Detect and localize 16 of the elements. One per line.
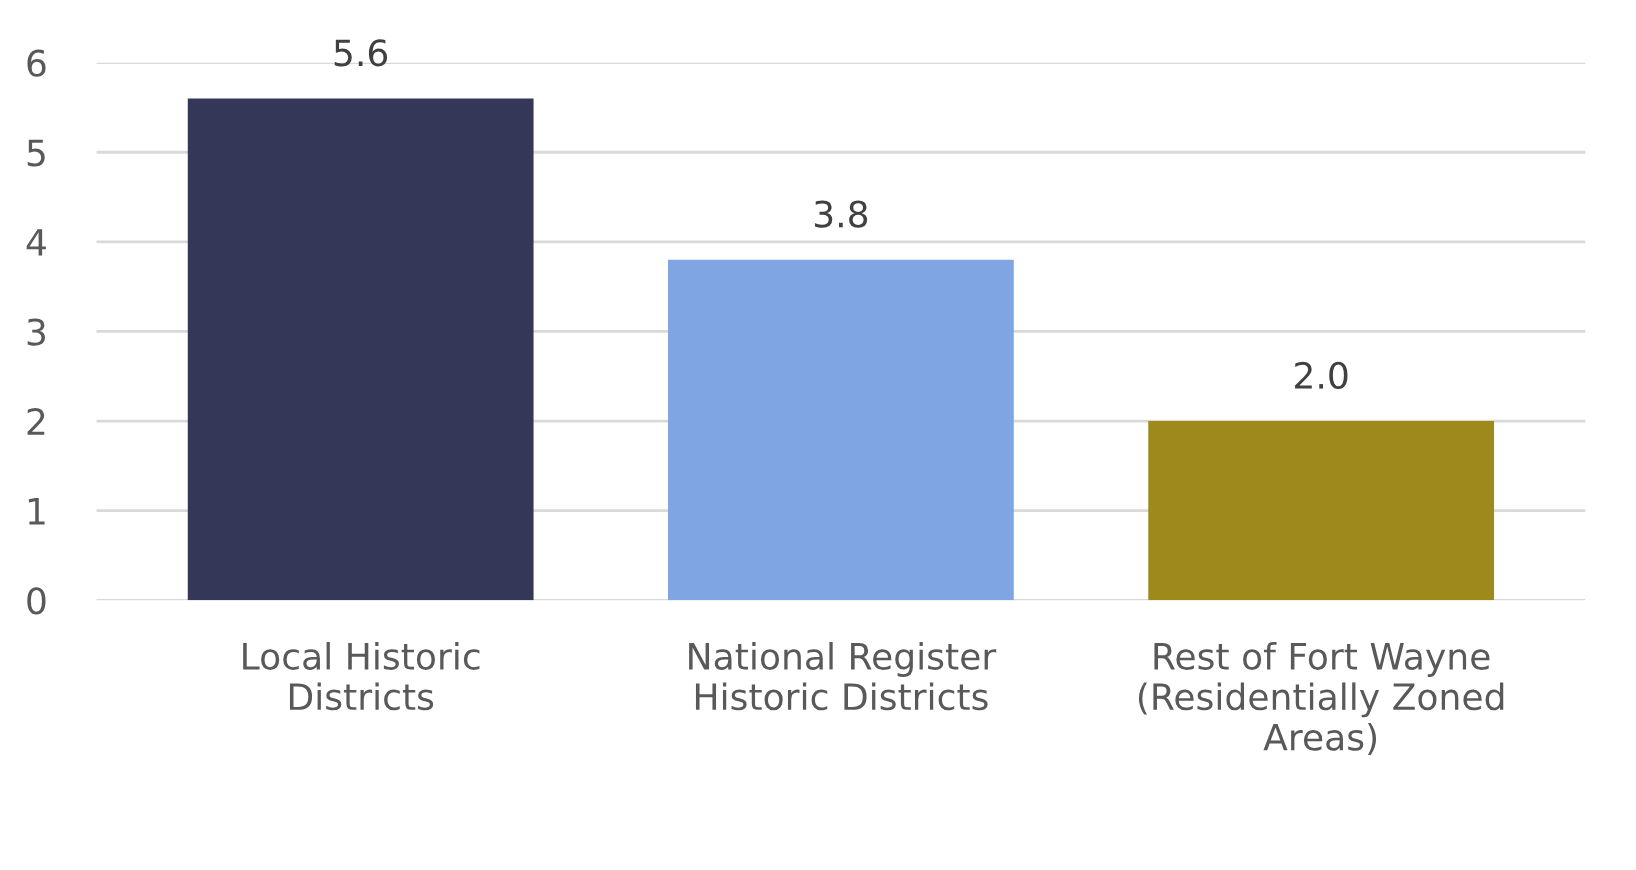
data-label: 2.0 bbox=[1295, 361, 1348, 390]
bar bbox=[1148, 421, 1495, 601]
bar bbox=[668, 259, 1014, 601]
y-tick-label: 1 bbox=[28, 498, 45, 525]
y-tick-label: 3 bbox=[27, 318, 46, 346]
bar bbox=[187, 98, 534, 601]
y-tick-label: 4 bbox=[26, 229, 46, 256]
y-tick-label: 2 bbox=[27, 408, 45, 435]
data-label: 3.8 bbox=[814, 200, 868, 228]
x-tick-label: Local Historic Districts bbox=[243, 641, 480, 711]
y-tick-label: 5 bbox=[27, 139, 45, 167]
x-tick-label: National Register Historic Districts bbox=[689, 641, 997, 711]
y-tick-label: 6 bbox=[27, 49, 46, 77]
data-label: 5.6 bbox=[334, 39, 388, 67]
y-tick-label: 0 bbox=[27, 587, 46, 615]
x-tick-label: Rest of Fort Wayne (Residentially Zoned Areas) bbox=[1138, 641, 1504, 756]
